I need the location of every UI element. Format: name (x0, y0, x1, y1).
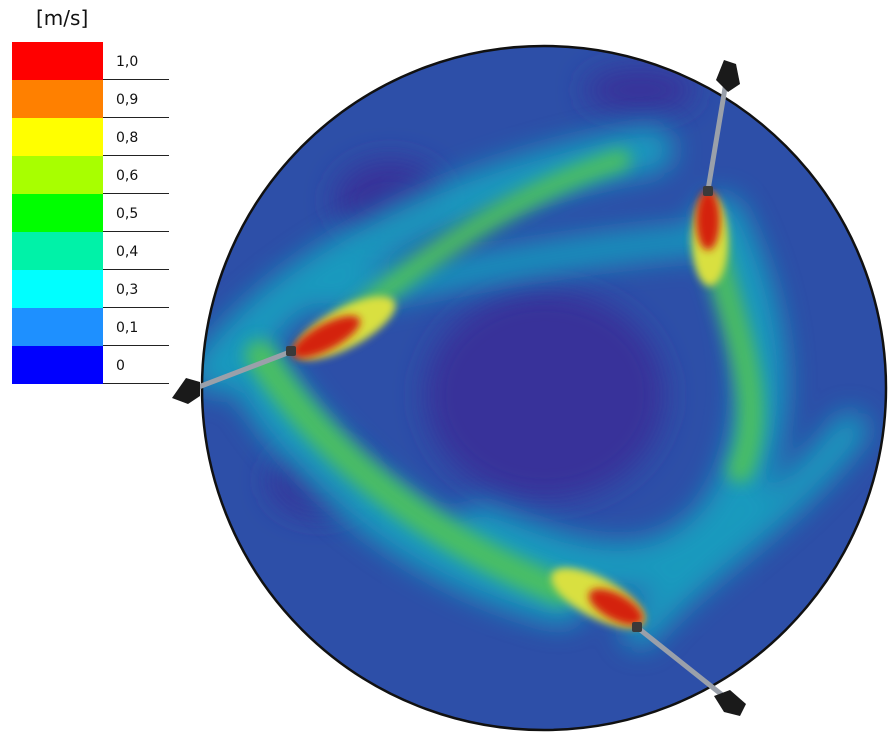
mount-top-right-icon (716, 60, 740, 92)
legend-swatch (12, 346, 103, 384)
nozzle-head-left (286, 346, 296, 356)
legend-label: 0,1 (116, 320, 139, 336)
plume (245, 340, 575, 605)
flow-band (622, 412, 868, 648)
legend-swatch (12, 118, 103, 156)
tank-interior (202, 46, 886, 730)
wall-mounts (172, 60, 746, 716)
legend-item: 0 (12, 346, 169, 384)
legend-swatch (12, 42, 103, 80)
plume (339, 149, 631, 331)
legend-divider (103, 383, 169, 384)
legend-label: 0,3 (116, 282, 139, 298)
legend-label: 0,8 (116, 130, 139, 146)
legend-divider (103, 231, 169, 232)
legend-swatch (12, 308, 103, 346)
legend-item: 0,3 (12, 270, 169, 308)
nozzle-pipe-left (193, 349, 293, 391)
legend-swatch (12, 232, 103, 270)
jet-tip (588, 588, 644, 626)
legend-divider (103, 193, 169, 194)
nozzle-heads (286, 186, 713, 632)
legend-label: 1,0 (116, 54, 139, 70)
legend-item: 0,6 (12, 156, 169, 194)
legend-item: 0,9 (12, 80, 169, 118)
legend-swatch (12, 270, 103, 308)
legend-swatch (12, 156, 103, 194)
legend-label: 0 (116, 358, 125, 374)
jet-tips (291, 190, 720, 626)
legend-label: 0,4 (116, 244, 139, 260)
legend-item: 1,0 (12, 42, 169, 80)
legend-swatch (12, 80, 103, 118)
legend-item: 0,1 (12, 308, 169, 346)
legend-label: 0,9 (116, 92, 139, 108)
legend-divider (103, 307, 169, 308)
legend-divider (103, 269, 169, 270)
central-low-zone (425, 290, 665, 500)
mount-left-icon (172, 378, 200, 404)
legend-label: 0,6 (116, 168, 139, 184)
flow-band (455, 195, 787, 592)
velocity-legend: 1,0 0,9 0,8 0,6 0,5 0,4 0,3 0,1 0 (12, 42, 169, 384)
legend-item: 0,4 (12, 232, 169, 270)
legend-item: 0,5 (12, 194, 169, 232)
nozzle-head-bottom (632, 622, 642, 632)
nozzle-pipes (193, 79, 729, 701)
top-low-zone (585, 68, 695, 112)
legend-divider (103, 345, 169, 346)
legend-divider (103, 117, 169, 118)
unit-label: [m/s] (36, 6, 89, 30)
nozzle-pipe-bottom (635, 625, 729, 701)
legend-divider (103, 79, 169, 80)
legend-item: 0,8 (12, 118, 169, 156)
nozzle-pipe-top-right (705, 79, 729, 193)
legend-label: 0,5 (116, 206, 139, 222)
jet-tip (291, 315, 361, 359)
jet-tip (696, 190, 720, 250)
legend-divider (103, 155, 169, 156)
mount-bottom-icon (714, 690, 746, 716)
legend-swatch (12, 194, 103, 232)
nozzle-head-top-right (703, 186, 713, 196)
